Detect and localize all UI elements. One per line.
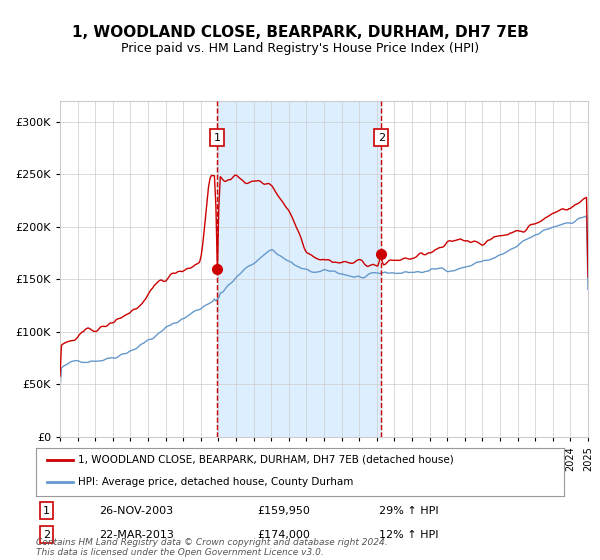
Text: 29% ↑ HPI: 29% ↑ HPI [379,506,439,516]
Text: Contains HM Land Registry data © Crown copyright and database right 2024.
This d: Contains HM Land Registry data © Crown c… [36,538,388,557]
Text: £174,000: £174,000 [258,530,311,540]
Text: 22-MAR-2013: 22-MAR-2013 [100,530,174,540]
Text: Price paid vs. HM Land Registry's House Price Index (HPI): Price paid vs. HM Land Registry's House … [121,42,479,55]
Text: £159,950: £159,950 [258,506,311,516]
Text: 1, WOODLAND CLOSE, BEARPARK, DURHAM, DH7 7EB (detached house): 1, WOODLAND CLOSE, BEARPARK, DURHAM, DH7… [78,455,454,465]
Text: 2: 2 [377,133,385,143]
Text: 1, WOODLAND CLOSE, BEARPARK, DURHAM, DH7 7EB: 1, WOODLAND CLOSE, BEARPARK, DURHAM, DH7… [71,25,529,40]
Bar [217,101,381,437]
Text: 1: 1 [214,133,220,143]
Text: 1: 1 [43,506,50,516]
Text: 2: 2 [43,530,50,540]
Text: HPI: Average price, detached house, County Durham: HPI: Average price, detached house, Coun… [78,477,353,487]
Text: 26-NOV-2003: 26-NOV-2003 [100,506,173,516]
Text: 12% ↑ HPI: 12% ↑ HPI [379,530,439,540]
